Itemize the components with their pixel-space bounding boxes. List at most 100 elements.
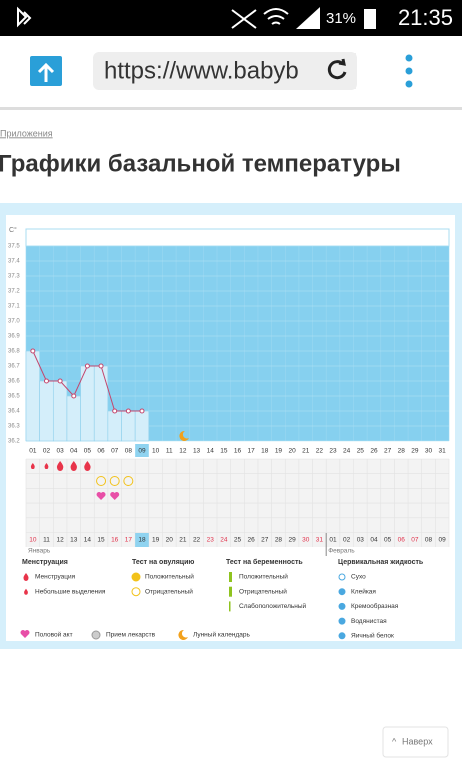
x-tick-label: 02 (43, 448, 51, 455)
legend-circle (131, 587, 141, 597)
legend-bar (229, 572, 232, 582)
bar (93, 365, 109, 442)
x-tick-label: 10 (152, 448, 160, 455)
date-label: 29 (288, 537, 296, 544)
ovulation-negative-icon (96, 476, 107, 486)
top-button[interactable]: ^ Наверх (382, 726, 449, 758)
x-tick-label: 23 (329, 448, 337, 455)
reload-button[interactable] (327, 58, 347, 80)
bleeding-icon (70, 461, 77, 471)
bleeding-icon (56, 461, 64, 471)
menu-dot (405, 80, 413, 88)
legend-item: Кремообразная (351, 602, 399, 610)
x-tick-label: 03 (56, 448, 64, 455)
x-tick-label: 27 (384, 448, 392, 455)
x-tick-label: 19 (275, 448, 283, 455)
x-tick-label: 22 (316, 448, 324, 455)
legend-fluid (338, 617, 346, 625)
y-tick-label: 36.2 (8, 439, 20, 445)
bleeding-icon (84, 461, 91, 471)
x-tick-label: 31 (439, 448, 447, 455)
legend-item: Сухо (351, 574, 366, 581)
y-tick-label: 37.3 (8, 274, 20, 280)
date-label: 26 (248, 537, 256, 544)
menu-button[interactable] (405, 54, 413, 88)
legend-fluid (338, 632, 346, 640)
y-tick-label: 36.4 (8, 409, 20, 415)
url-text: https://www.babyb (104, 57, 299, 84)
x-tick-label: 17 (248, 448, 256, 455)
date-label: 16 (111, 537, 119, 544)
menu-dot (405, 67, 413, 75)
x-tick-label: 07 (111, 448, 119, 455)
x-tick-label: 12 (179, 448, 187, 455)
y-tick-label: 36.6 (8, 379, 20, 385)
y-tick-label: 37.0 (8, 319, 20, 325)
legend-circle (131, 572, 141, 582)
battery-icon (364, 9, 376, 29)
x-tick-label: 11 (166, 448, 173, 455)
x-tick-label: 30 (425, 448, 433, 455)
x-tick-label: 01 (29, 448, 37, 455)
date-label: 28 (275, 537, 283, 544)
bar (25, 350, 40, 442)
breadcrumb[interactable]: Приложения (0, 128, 53, 138)
legend-title: Менструация (22, 559, 68, 566)
signal-icon (296, 7, 320, 29)
legend-item: Слабоположительный (239, 602, 307, 610)
date-label: 25 (234, 537, 242, 544)
light-bleeding-icon (30, 463, 35, 470)
legend-item: Водянистая (351, 618, 387, 625)
home-button[interactable] (30, 56, 62, 86)
temperature-point (112, 408, 118, 414)
bar (134, 410, 150, 442)
top-button-box (382, 726, 449, 758)
y-tick-label: 37.1 (8, 304, 20, 310)
legend-bar (229, 586, 232, 597)
date-label: 13 (70, 537, 78, 544)
legend-item: Небольшие выделения (35, 587, 106, 595)
temperature-point (57, 378, 63, 384)
day-highlight (135, 444, 149, 457)
bar (52, 380, 68, 442)
temperature-point (43, 378, 49, 384)
bar (107, 410, 122, 442)
y-tick-label: 37.2 (8, 289, 20, 295)
ovulation-negative-icon (109, 476, 120, 486)
date-label: 10 (29, 537, 37, 544)
url-field[interactable] (93, 52, 357, 90)
clock: 21:35 (398, 5, 453, 30)
legend-drop (23, 573, 29, 581)
y-tick-label: 36.8 (8, 349, 20, 355)
y-tick-label: 36.9 (8, 334, 20, 340)
x-tick-label: 26 (370, 448, 378, 455)
legend-item: Прием лекарств (106, 632, 156, 639)
legend-item: Положительный (145, 573, 194, 581)
date-label: 22 (193, 537, 201, 544)
y-tick-label: 37.5 (8, 244, 20, 250)
x-tick-label: 20 (288, 448, 296, 455)
x-tick-label: 08 (125, 448, 133, 455)
x-tick-label: 04 (70, 448, 78, 455)
x-tick-label: 09 (138, 448, 146, 455)
legend-item: Половой акт (35, 631, 73, 639)
date-label: 14 (84, 537, 92, 544)
date-label: 15 (97, 537, 105, 544)
browser-shadow (0, 107, 462, 110)
y-axis-label: C° (9, 226, 17, 234)
date-label: 05 (384, 537, 392, 544)
battery-percent: 31% (326, 10, 356, 27)
wifi-icon (263, 8, 289, 25)
legend-moon (178, 629, 188, 640)
x-tick-label: 21 (302, 448, 310, 455)
date-label: 19 (152, 537, 160, 544)
date-label: 17 (125, 537, 133, 544)
date-label: 30 (302, 537, 310, 544)
legend-bar (229, 601, 231, 612)
x-tick-label: 25 (357, 448, 365, 455)
date-label: 03 (357, 537, 365, 544)
date-label: 02 (343, 537, 351, 544)
x-tick-label: 16 (234, 448, 242, 455)
temperature-point (71, 393, 77, 399)
date-label: 04 (370, 537, 378, 544)
